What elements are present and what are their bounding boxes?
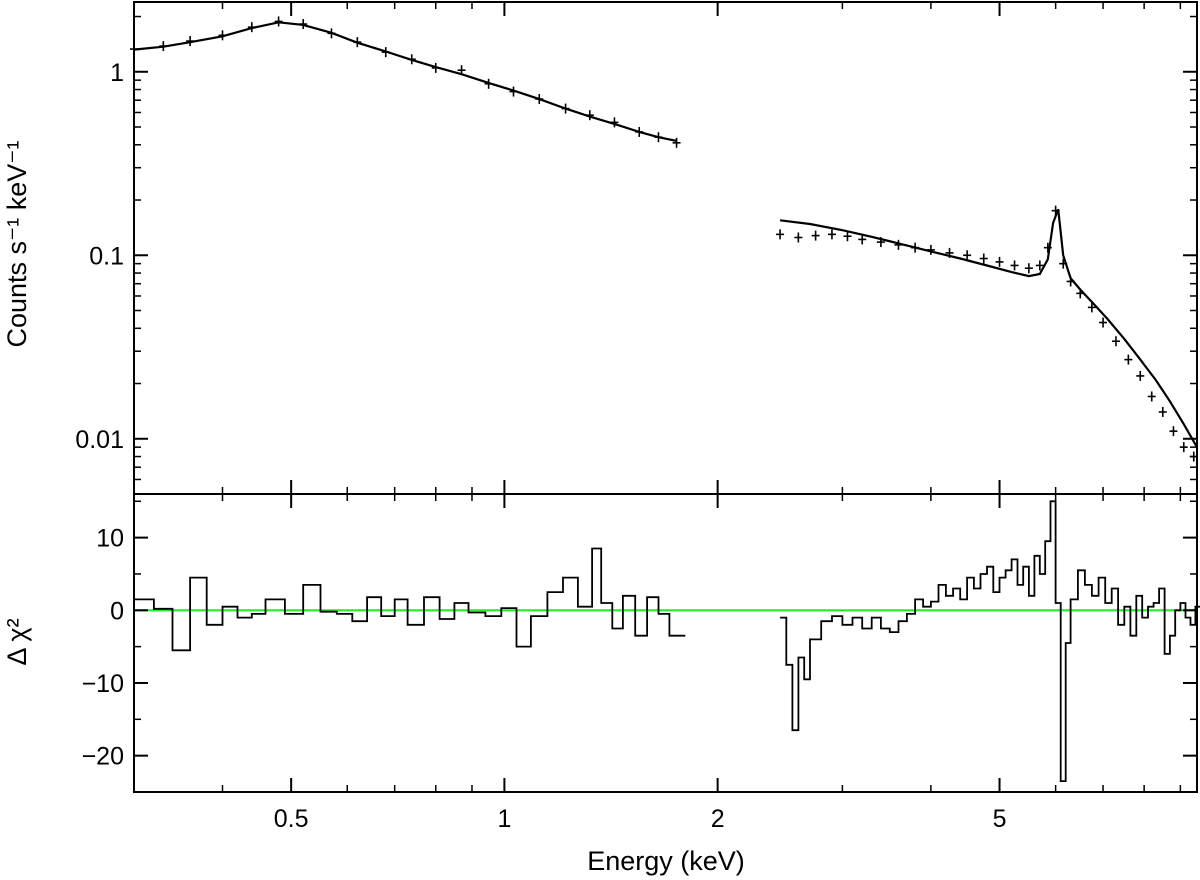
spectrum-data-point [995,256,1004,267]
residuals-axes-layer: 0.5 1 2 5 −20 −10 0 10 [82,493,1198,833]
x-tick-label: 5 [993,805,1007,833]
spectrum-data-point [1179,442,1188,453]
spectrum-data-point [1169,426,1178,437]
spectrum-data-point [776,229,785,240]
spectrum-data-layer [130,16,1198,462]
spectrum-model-line [779,208,1198,448]
spectrum-panel: 0.01 0.1 1 Counts s⁻¹ keV⁻¹ [2,1,1198,495]
spectrum-data-point [827,229,836,240]
y-tick-label: −10 [82,670,124,698]
spectrum-data-point [1111,336,1120,347]
spectrum-data-point [672,137,681,148]
spectrum-data-point [794,232,803,243]
residuals-step-line [134,547,686,652]
spectrum-y-axis-title: Counts s⁻¹ keV⁻¹ [2,140,32,347]
spectrum-data-point [1147,391,1156,402]
spectrum-data-point [1010,260,1019,271]
x-tick-label: 0.5 [274,805,309,833]
spectrum-model-line [133,21,677,142]
residuals-plot-frame [133,493,1198,793]
spectrum-data-point [858,234,867,245]
spectrum-data-point [843,231,852,242]
spectrum-data-point [1024,263,1033,274]
spectrum-data-point [1087,302,1096,313]
spectrum-plot-frame [133,1,1198,495]
spectrum-axes-layer: 0.01 0.1 1 [75,1,1198,495]
y-tick-label: −20 [82,743,124,771]
spectrum-data-point [963,250,972,261]
spectrum-data-point [811,230,820,241]
residuals-step-line [780,500,1200,782]
y-tick-label: 0.1 [89,242,124,270]
x-tick-label: 1 [497,805,511,833]
x-axis-title: Energy (keV) [587,846,745,876]
y-tick-label: 0.01 [75,426,124,454]
spectrum-data-point [979,253,988,264]
spectrum-model-layer [133,21,1198,448]
residuals-panel: 0.5 1 2 5 −20 −10 0 10 Δ χ² [2,493,1200,833]
spectrum-data-point [1035,260,1044,271]
y-tick-label: 10 [96,525,124,553]
x-tick-label: 2 [711,805,725,833]
residuals-y-axis-title: Δ χ² [2,618,32,665]
y-tick-label: 1 [110,59,124,87]
spectrum-data-point [1158,406,1167,417]
spectrum-data-point [1136,370,1145,381]
y-tick-label: 0 [110,597,124,625]
spectrum-data-point [1099,317,1108,328]
residuals-steps-layer [134,500,1200,782]
spectrum-data-point [1124,354,1133,365]
